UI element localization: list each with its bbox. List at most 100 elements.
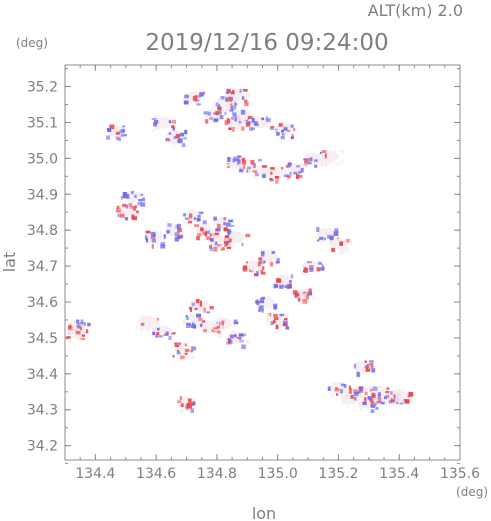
- data-point: [335, 393, 339, 396]
- data-point: [225, 240, 230, 243]
- data-cluster: [136, 315, 160, 332]
- data-point: [205, 230, 211, 235]
- data-point: [321, 153, 325, 159]
- data-point: [163, 234, 166, 237]
- data-point: [266, 261, 271, 265]
- data-point: [155, 334, 158, 338]
- data-point: [209, 305, 214, 310]
- data-point: [335, 386, 338, 390]
- data-cluster: [258, 249, 280, 267]
- data-point: [168, 132, 172, 135]
- data-point: [388, 399, 392, 404]
- data-point: [279, 284, 284, 289]
- x-tick-label: 135.6: [440, 466, 480, 482]
- data-point: [245, 121, 251, 127]
- data-point: [238, 168, 244, 173]
- data-point: [178, 342, 181, 345]
- data-point: [128, 202, 133, 207]
- cluster-halo: [305, 152, 324, 165]
- data-point: [75, 330, 81, 335]
- data-point: [198, 211, 204, 214]
- x-tick-label: 135.4: [379, 466, 419, 482]
- data-point: [188, 405, 192, 409]
- data-point: [399, 393, 402, 397]
- data-point: [318, 236, 324, 240]
- data-point: [163, 333, 168, 336]
- data-point: [293, 171, 298, 175]
- data-point: [228, 238, 232, 243]
- data-point: [215, 102, 219, 107]
- data-point: [200, 323, 203, 328]
- data-cluster: [188, 299, 214, 314]
- cluster-halo: [274, 274, 293, 287]
- data-point: [277, 322, 283, 326]
- y-tick-label: 34.2: [27, 439, 58, 455]
- data-point: [225, 106, 228, 109]
- data-point: [177, 236, 181, 240]
- data-point: [261, 252, 265, 257]
- data-point: [122, 193, 127, 199]
- data-point: [217, 106, 222, 110]
- data-point: [334, 388, 340, 392]
- data-point: [270, 125, 275, 128]
- data-point: [154, 323, 160, 329]
- data-point: [245, 93, 251, 98]
- data-point: [259, 297, 264, 303]
- data-point: [213, 118, 219, 122]
- data-point: [262, 173, 266, 176]
- data-point: [280, 166, 284, 170]
- data-point: [198, 317, 203, 322]
- data-point: [262, 266, 265, 271]
- data-point: [345, 247, 349, 253]
- data-point: [300, 167, 304, 173]
- data-point: [306, 294, 309, 300]
- data-point: [267, 259, 272, 263]
- data-point: [158, 329, 163, 332]
- data-point: [267, 176, 271, 179]
- data-point: [316, 267, 321, 272]
- data-point: [115, 127, 119, 132]
- data-point: [197, 214, 201, 218]
- data-point: [210, 237, 214, 242]
- data-point: [275, 129, 279, 134]
- data-point: [302, 293, 307, 298]
- data-point: [213, 328, 219, 332]
- data-point: [365, 367, 371, 372]
- data-point: [339, 246, 343, 249]
- data-point: [226, 341, 231, 345]
- data-point: [255, 299, 259, 302]
- data-point: [228, 339, 233, 345]
- data-point: [247, 121, 252, 125]
- data-cluster: [224, 230, 251, 247]
- data-point: [275, 178, 279, 184]
- data-cluster: [172, 342, 196, 360]
- data-point: [263, 121, 267, 125]
- data-point: [324, 153, 327, 159]
- data-point: [228, 242, 232, 247]
- data-point: [218, 104, 221, 108]
- data-point: [203, 307, 206, 313]
- data-point: [122, 206, 126, 210]
- data-point: [292, 290, 298, 295]
- data-point: [190, 94, 193, 97]
- data-point: [195, 299, 200, 304]
- data-point: [294, 294, 298, 298]
- data-point: [87, 322, 91, 327]
- data-point: [374, 402, 377, 407]
- data-point: [298, 170, 302, 174]
- data-point: [185, 323, 191, 328]
- data-point: [241, 126, 245, 131]
- data-point: [138, 198, 142, 202]
- data-point: [249, 269, 254, 273]
- data-point: [259, 300, 265, 304]
- data-point: [261, 271, 266, 275]
- data-point: [339, 388, 344, 394]
- data-point: [191, 302, 195, 307]
- data-point: [307, 291, 312, 296]
- data-point: [261, 117, 265, 121]
- data-cluster: [151, 115, 177, 132]
- data-point: [196, 103, 201, 106]
- data-point: [186, 316, 189, 320]
- data-point: [344, 392, 349, 395]
- data-point: [251, 262, 255, 268]
